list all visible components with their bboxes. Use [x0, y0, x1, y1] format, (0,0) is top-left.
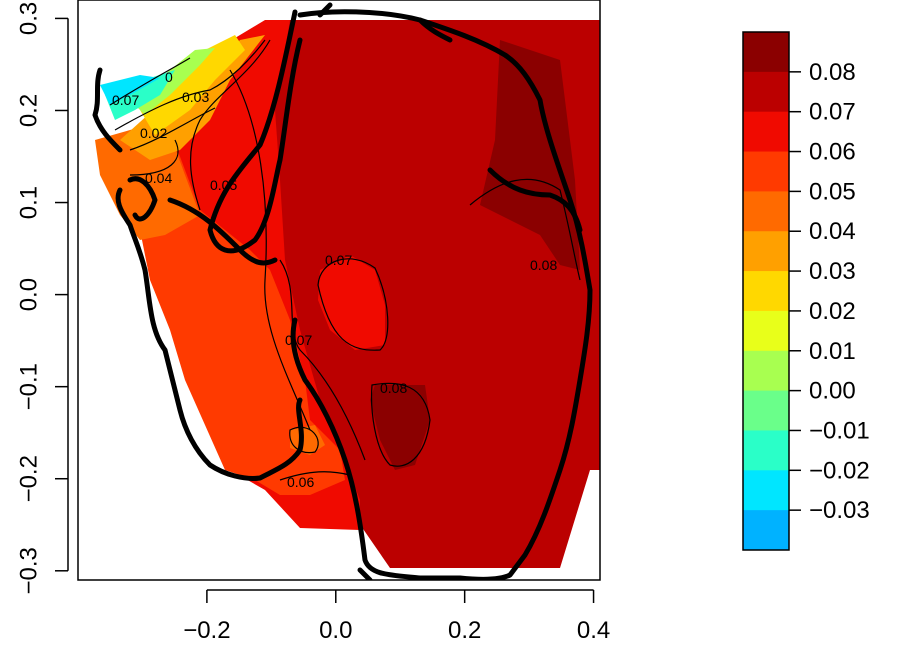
colorbar-label: 0.02	[809, 298, 856, 325]
contour-label: 0.08	[380, 380, 407, 396]
colorbar-band	[743, 510, 789, 550]
contour-label: 0.08	[530, 257, 557, 273]
region-northeast	[480, 40, 580, 270]
colorbar-band	[743, 191, 789, 232]
contour-label: 0.07	[325, 252, 352, 268]
contour-label: 0.02	[140, 125, 167, 141]
x-tick-label: 0.4	[577, 617, 610, 644]
contour-lines	[109, 39, 581, 481]
contour-label: 0.07	[112, 92, 139, 108]
colorbar-band	[743, 470, 789, 511]
region-yellow-band	[140, 35, 245, 135]
colorbar-label: −0.03	[809, 497, 870, 524]
colorbar-band	[743, 310, 789, 352]
y-tick-label: −0.1	[15, 363, 42, 410]
y-tick-label: 0.2	[15, 94, 42, 127]
region-cyan-tip	[105, 70, 175, 120]
colorbar: 0.08 0.07 0.06 0.05 0.04 0.03 0.02 0.01 0.00 −0.0…	[742, 31, 870, 551]
x-tick-label: 0.0	[319, 617, 352, 644]
colorbar-band	[743, 271, 789, 312]
colorbar-label: −0.02	[809, 457, 870, 484]
region-central-blob	[318, 255, 385, 350]
colorbar-label: 0.08	[809, 59, 856, 86]
colorbar-label: 0.01	[809, 338, 856, 365]
colorbar-band	[743, 430, 789, 471]
contour-label: 0.04	[145, 170, 172, 186]
colorbar-band	[743, 151, 789, 192]
colorbar-label: 0.00	[809, 378, 856, 405]
colorbar-label: 0.04	[809, 218, 856, 245]
colorbar-band	[743, 231, 789, 272]
x-tick-label: 0.2	[448, 617, 481, 644]
colorbar-band	[743, 71, 789, 113]
colorbar-band	[743, 390, 789, 431]
y-axis: −0.3 −0.2 −0.1 0.0 0.1 0.2 0.3	[15, 2, 69, 594]
region-south-dark-blob	[370, 385, 430, 470]
contour-label: 0.06	[287, 474, 314, 490]
colorbar-band	[743, 111, 789, 153]
coastline	[92, 2, 593, 580]
colorbar-label: 0.05	[809, 178, 856, 205]
colorbar-frame	[742, 31, 790, 551]
x-tick-label: −0.2	[183, 617, 230, 644]
colorbar-label: 0.06	[809, 139, 856, 166]
y-tick-label: 0.0	[15, 278, 42, 311]
contour-label: 0.03	[182, 89, 209, 105]
colorbar-label: 0.03	[809, 258, 856, 285]
colorbar-label: 0.07	[809, 99, 856, 126]
x-axis: −0.2 0.0 0.2 0.4	[183, 589, 610, 644]
region-blue-tip	[100, 75, 160, 105]
colorbar-band	[743, 32, 789, 73]
y-tick-label: −0.3	[15, 547, 42, 594]
contour-label: 0.07	[285, 332, 312, 348]
colorbar-band	[743, 350, 789, 392]
y-tick-label: 0.1	[15, 186, 42, 219]
colorbar-label: −0.01	[809, 417, 870, 444]
contour-label: 0	[165, 69, 173, 85]
contour-label-group: 0.07 0 0.03 0.02 0.04 0.05 0.07 0.08 0.0…	[112, 69, 557, 490]
y-tick-label: 0.3	[15, 2, 42, 35]
plot-frame	[77, 0, 601, 581]
y-tick-label: −0.2	[15, 455, 42, 502]
